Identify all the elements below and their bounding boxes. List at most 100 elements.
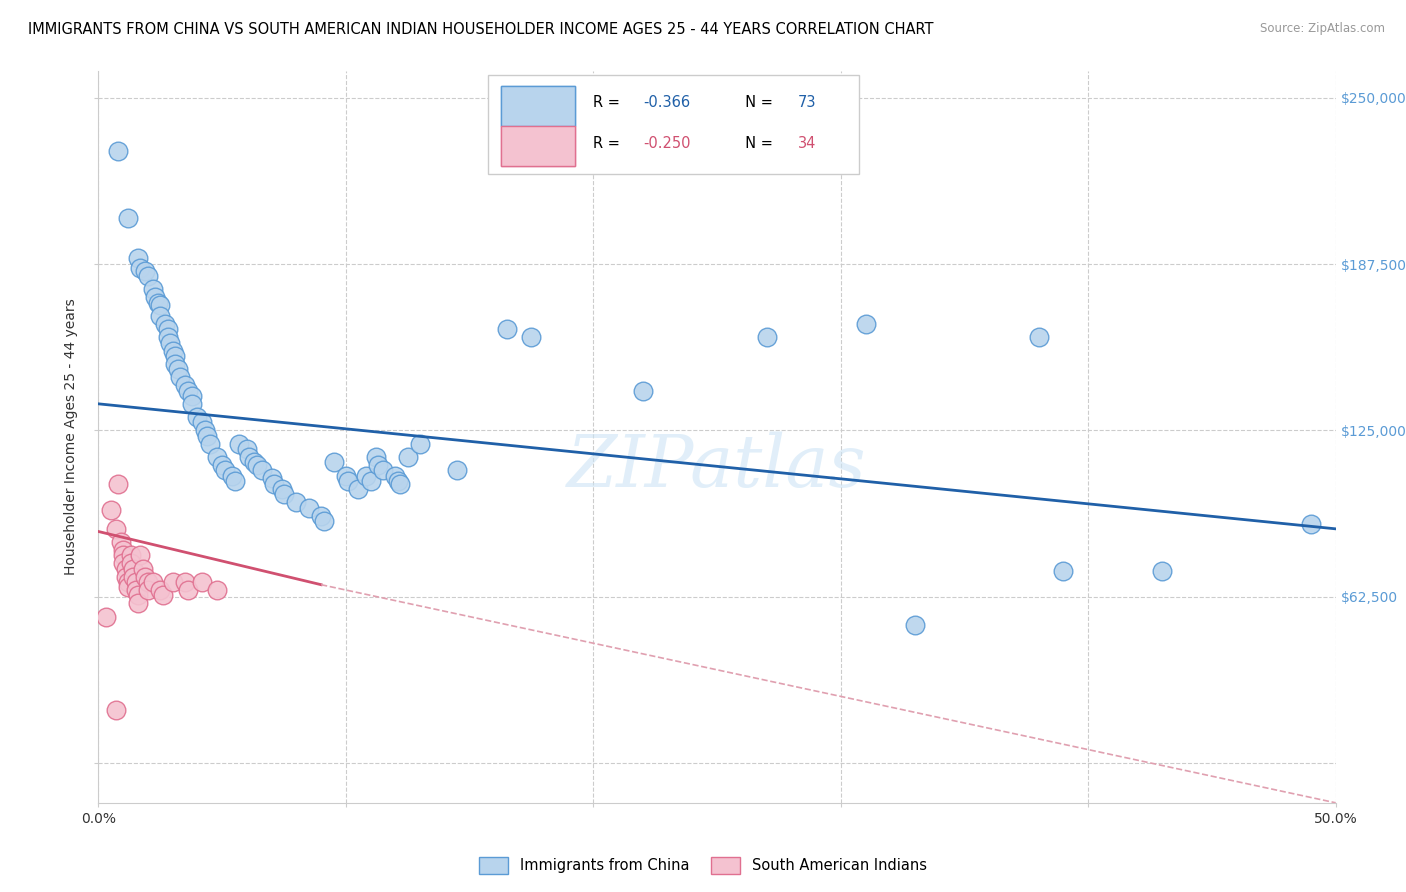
- Point: [169, 370, 191, 384]
- Point: [243, 455, 266, 469]
- Point: [904, 617, 927, 632]
- Point: [205, 582, 228, 597]
- Point: [94, 609, 117, 624]
- Point: [855, 317, 877, 331]
- Point: [159, 335, 181, 350]
- Point: [1152, 565, 1174, 579]
- Point: [107, 144, 129, 158]
- Point: [165, 357, 187, 371]
- Point: [446, 463, 468, 477]
- Point: [114, 570, 136, 584]
- FancyBboxPatch shape: [501, 86, 575, 126]
- Point: [186, 410, 208, 425]
- Point: [112, 543, 135, 558]
- Point: [273, 487, 295, 501]
- Point: [162, 343, 184, 358]
- Point: [166, 362, 188, 376]
- Point: [298, 500, 321, 515]
- Text: R =: R =: [593, 136, 624, 151]
- Text: R =: R =: [593, 95, 624, 111]
- Point: [124, 575, 146, 590]
- Point: [149, 298, 172, 312]
- FancyBboxPatch shape: [488, 75, 859, 174]
- Point: [107, 476, 129, 491]
- Point: [136, 269, 159, 284]
- Point: [285, 495, 308, 509]
- Point: [132, 562, 155, 576]
- Point: [1052, 565, 1074, 579]
- Point: [165, 349, 187, 363]
- Point: [127, 588, 149, 602]
- Point: [631, 384, 654, 398]
- Point: [520, 330, 543, 344]
- Point: [127, 251, 149, 265]
- Point: [136, 575, 159, 590]
- Point: [110, 535, 132, 549]
- Point: [191, 416, 214, 430]
- Point: [176, 582, 198, 597]
- Point: [174, 575, 197, 590]
- Point: [136, 582, 159, 597]
- Point: [198, 436, 221, 450]
- Point: [174, 378, 197, 392]
- Point: [120, 549, 142, 563]
- FancyBboxPatch shape: [501, 126, 575, 167]
- Point: [129, 549, 152, 563]
- Point: [134, 264, 156, 278]
- Point: [104, 703, 127, 717]
- Point: [250, 463, 273, 477]
- Point: [371, 463, 394, 477]
- Point: [214, 463, 236, 477]
- Text: -0.366: -0.366: [643, 95, 690, 111]
- Point: [181, 389, 204, 403]
- Point: [205, 450, 228, 464]
- Point: [236, 442, 259, 456]
- Point: [309, 508, 332, 523]
- Point: [260, 471, 283, 485]
- Point: [387, 474, 409, 488]
- Point: [755, 330, 778, 344]
- Point: [122, 570, 145, 584]
- Point: [134, 570, 156, 584]
- Point: [122, 562, 145, 576]
- Point: [337, 474, 360, 488]
- Point: [1299, 516, 1322, 531]
- Legend: Immigrants from China, South American Indians: Immigrants from China, South American In…: [474, 851, 932, 880]
- Point: [117, 211, 139, 225]
- Point: [127, 596, 149, 610]
- Y-axis label: Householder Income Ages 25 - 44 years: Householder Income Ages 25 - 44 years: [65, 299, 79, 575]
- Point: [312, 514, 335, 528]
- Point: [149, 582, 172, 597]
- Point: [114, 562, 136, 576]
- Point: [120, 557, 142, 571]
- Point: [224, 474, 246, 488]
- Point: [162, 575, 184, 590]
- Point: [389, 476, 412, 491]
- Text: IMMIGRANTS FROM CHINA VS SOUTH AMERICAN INDIAN HOUSEHOLDER INCOME AGES 25 - 44 Y: IMMIGRANTS FROM CHINA VS SOUTH AMERICAN …: [28, 22, 934, 37]
- Point: [117, 580, 139, 594]
- Text: ZIPatlas: ZIPatlas: [567, 431, 868, 501]
- Point: [384, 468, 406, 483]
- Point: [195, 429, 218, 443]
- Point: [191, 575, 214, 590]
- Point: [142, 283, 165, 297]
- Point: [354, 468, 377, 483]
- Point: [263, 476, 285, 491]
- Point: [396, 450, 419, 464]
- Point: [146, 295, 169, 310]
- Point: [181, 397, 204, 411]
- Point: [367, 458, 389, 472]
- Point: [156, 330, 179, 344]
- Text: 34: 34: [797, 136, 815, 151]
- Point: [143, 290, 166, 304]
- Point: [149, 309, 172, 323]
- Text: 73: 73: [797, 95, 815, 111]
- Point: [495, 322, 517, 336]
- Point: [360, 474, 382, 488]
- Point: [152, 588, 174, 602]
- Point: [347, 482, 370, 496]
- Point: [100, 503, 122, 517]
- Point: [1028, 330, 1050, 344]
- Point: [364, 450, 387, 464]
- Point: [112, 557, 135, 571]
